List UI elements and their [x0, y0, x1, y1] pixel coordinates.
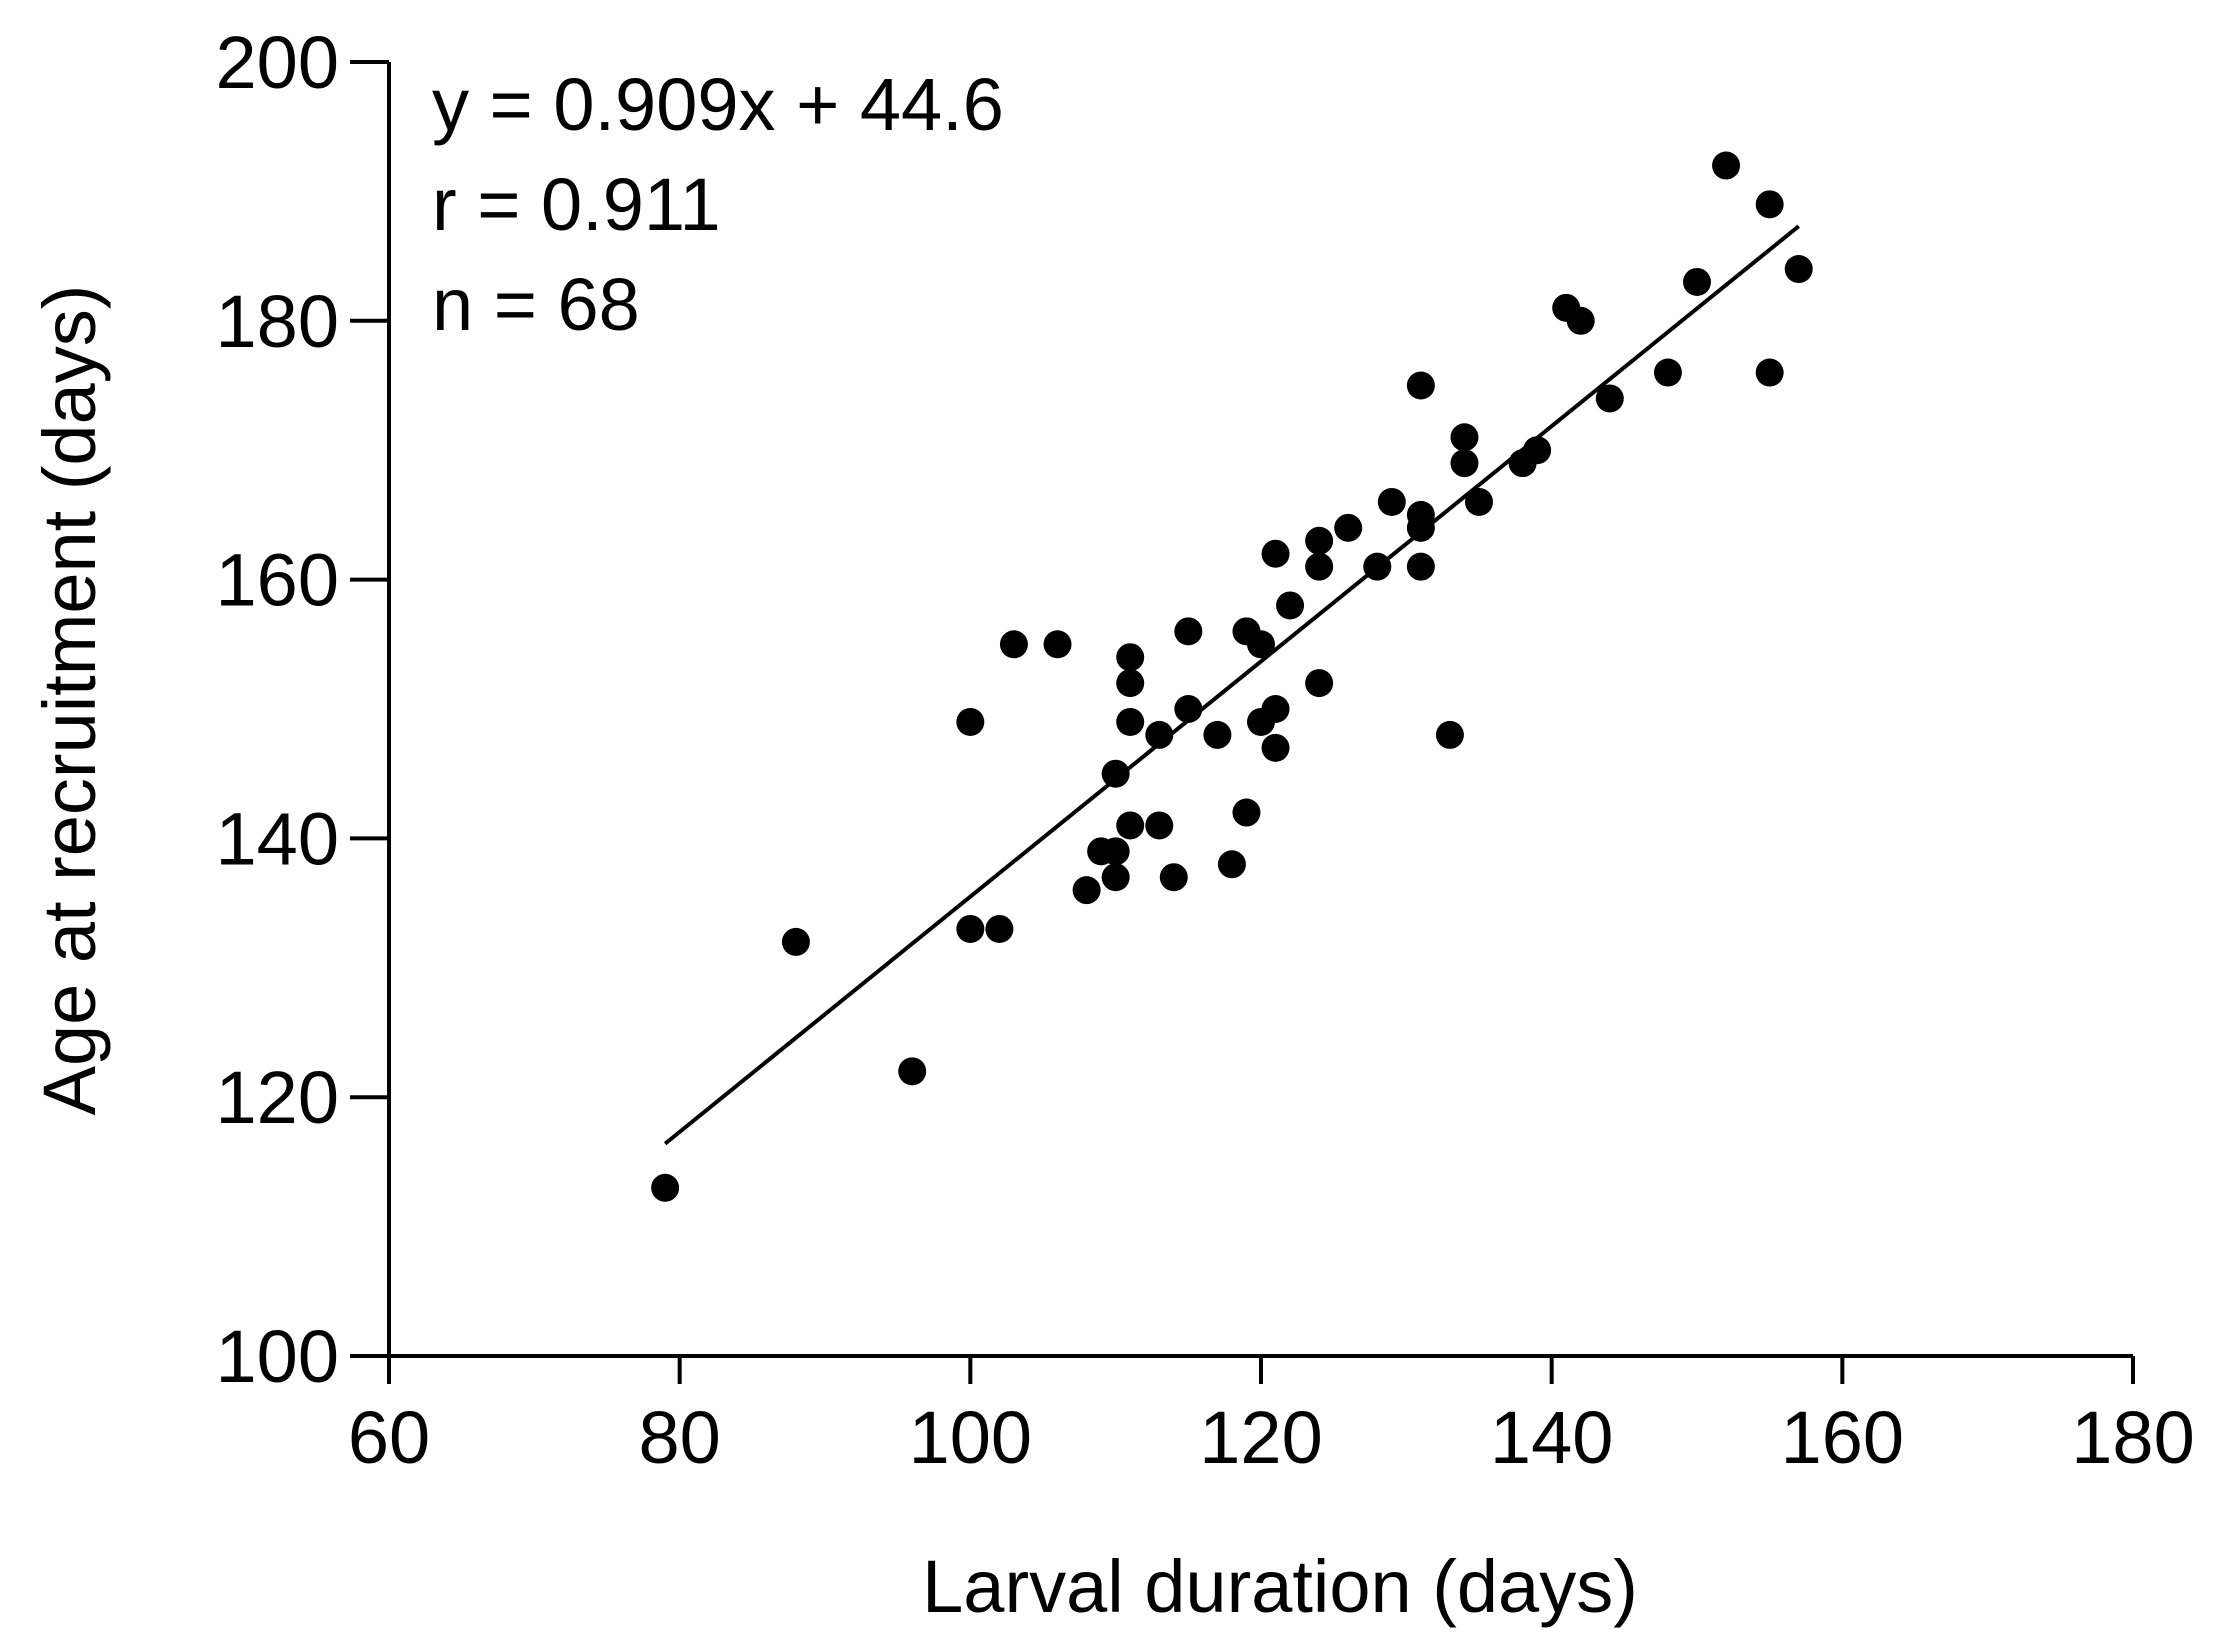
equation-annotation: y = 0.909x + 44.6 — [432, 63, 1004, 146]
data-point — [985, 914, 1014, 943]
data-point — [1116, 643, 1145, 672]
data-point — [1450, 449, 1479, 478]
x-tick-label: 160 — [1781, 1396, 1904, 1479]
data-point — [1712, 151, 1741, 180]
data-point — [1523, 436, 1552, 465]
data-point — [1276, 591, 1305, 620]
data-point — [1101, 837, 1130, 866]
sample-size-annotation: n = 68 — [432, 263, 640, 346]
data-point — [1406, 371, 1435, 400]
data-point — [1653, 358, 1682, 387]
data-point — [1683, 267, 1711, 296]
data-point — [1232, 798, 1261, 827]
y-axis-label: Age at recruitment (days) — [28, 285, 111, 1116]
correlation-annotation: r = 0.911 — [432, 163, 721, 246]
data-point — [1116, 811, 1145, 840]
data-point — [1261, 733, 1290, 762]
y-tick-label: 160 — [216, 539, 339, 622]
data-point — [1406, 500, 1435, 529]
data-point — [1305, 552, 1334, 581]
data-point — [1174, 617, 1203, 646]
y-tick-label: 200 — [216, 21, 339, 104]
data-point — [651, 1173, 680, 1202]
data-point — [1465, 487, 1493, 516]
data-point — [1072, 876, 1101, 905]
data-point — [1101, 863, 1130, 892]
points-layer — [651, 151, 1813, 1202]
data-point — [999, 630, 1028, 659]
data-point — [1363, 552, 1392, 581]
annotation-block: y = 0.909x + 44.6 r = 0.911 n = 68 — [432, 63, 1004, 346]
data-point — [781, 927, 810, 956]
data-point — [1116, 707, 1145, 736]
data-point — [1174, 695, 1203, 723]
y-tick-label: 100 — [216, 1315, 339, 1398]
data-point — [1145, 811, 1174, 840]
regression-line — [663, 224, 1800, 1146]
data-point — [1305, 526, 1334, 555]
x-tick-label: 140 — [1490, 1396, 1613, 1479]
y-tick-label: 120 — [216, 1056, 339, 1139]
data-point — [1435, 720, 1464, 749]
y-tick-label: 180 — [216, 280, 339, 363]
data-point — [956, 914, 985, 943]
data-point — [1755, 358, 1784, 387]
data-point — [1116, 669, 1145, 698]
x-axis-label: Larval duration (days) — [922, 1545, 1638, 1628]
x-tick-label: 60 — [348, 1396, 430, 1479]
data-point — [956, 707, 985, 736]
x-tick-label: 80 — [639, 1396, 721, 1479]
data-point — [1334, 513, 1363, 542]
data-point — [898, 1057, 927, 1086]
data-point — [1101, 759, 1130, 788]
x-tick-label: 180 — [2071, 1396, 2194, 1479]
data-point — [1261, 695, 1290, 723]
x-tick-label: 120 — [1199, 1396, 1322, 1479]
data-point — [1217, 850, 1246, 879]
fit-layer — [663, 224, 1800, 1146]
x-tick-label: 100 — [909, 1396, 1032, 1479]
data-point — [1377, 487, 1406, 516]
data-point — [1450, 423, 1479, 452]
data-point — [1261, 539, 1290, 568]
data-point — [1043, 630, 1072, 659]
data-point — [1755, 190, 1784, 219]
ticks: 60 80 100 120 140 160 180 100 120 140 160 180 200 — [216, 21, 2195, 1479]
data-point — [1159, 863, 1188, 892]
data-point — [1145, 720, 1174, 749]
data-point — [1784, 255, 1813, 284]
data-point — [1566, 306, 1595, 335]
data-point — [1247, 630, 1275, 659]
data-point — [1203, 720, 1232, 749]
data-point — [1305, 669, 1334, 698]
data-point — [1406, 552, 1435, 581]
y-tick-label: 140 — [216, 797, 339, 880]
data-point — [1595, 384, 1624, 413]
